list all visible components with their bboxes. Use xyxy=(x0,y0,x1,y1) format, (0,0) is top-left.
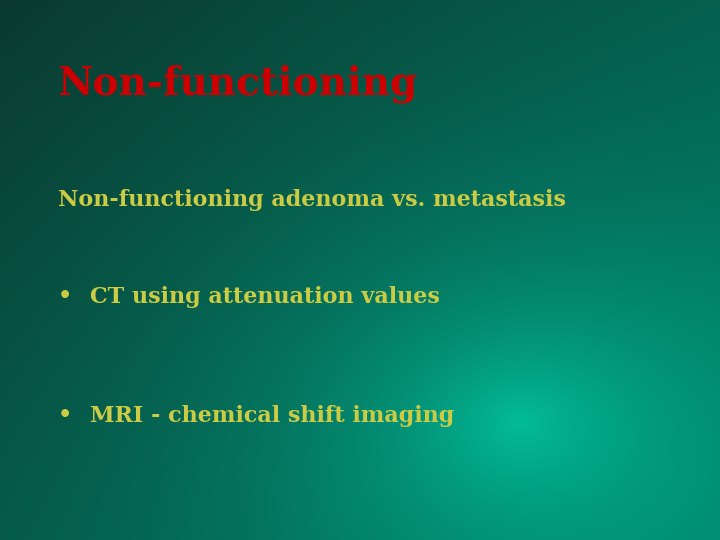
Text: Non-functioning adenoma vs. metastasis: Non-functioning adenoma vs. metastasis xyxy=(58,189,565,211)
Text: CT using attenuation values: CT using attenuation values xyxy=(90,286,440,308)
Text: •: • xyxy=(58,286,72,306)
Text: •: • xyxy=(58,405,72,425)
Text: MRI - chemical shift imaging: MRI - chemical shift imaging xyxy=(90,405,454,427)
Text: Non-functioning: Non-functioning xyxy=(58,65,418,103)
